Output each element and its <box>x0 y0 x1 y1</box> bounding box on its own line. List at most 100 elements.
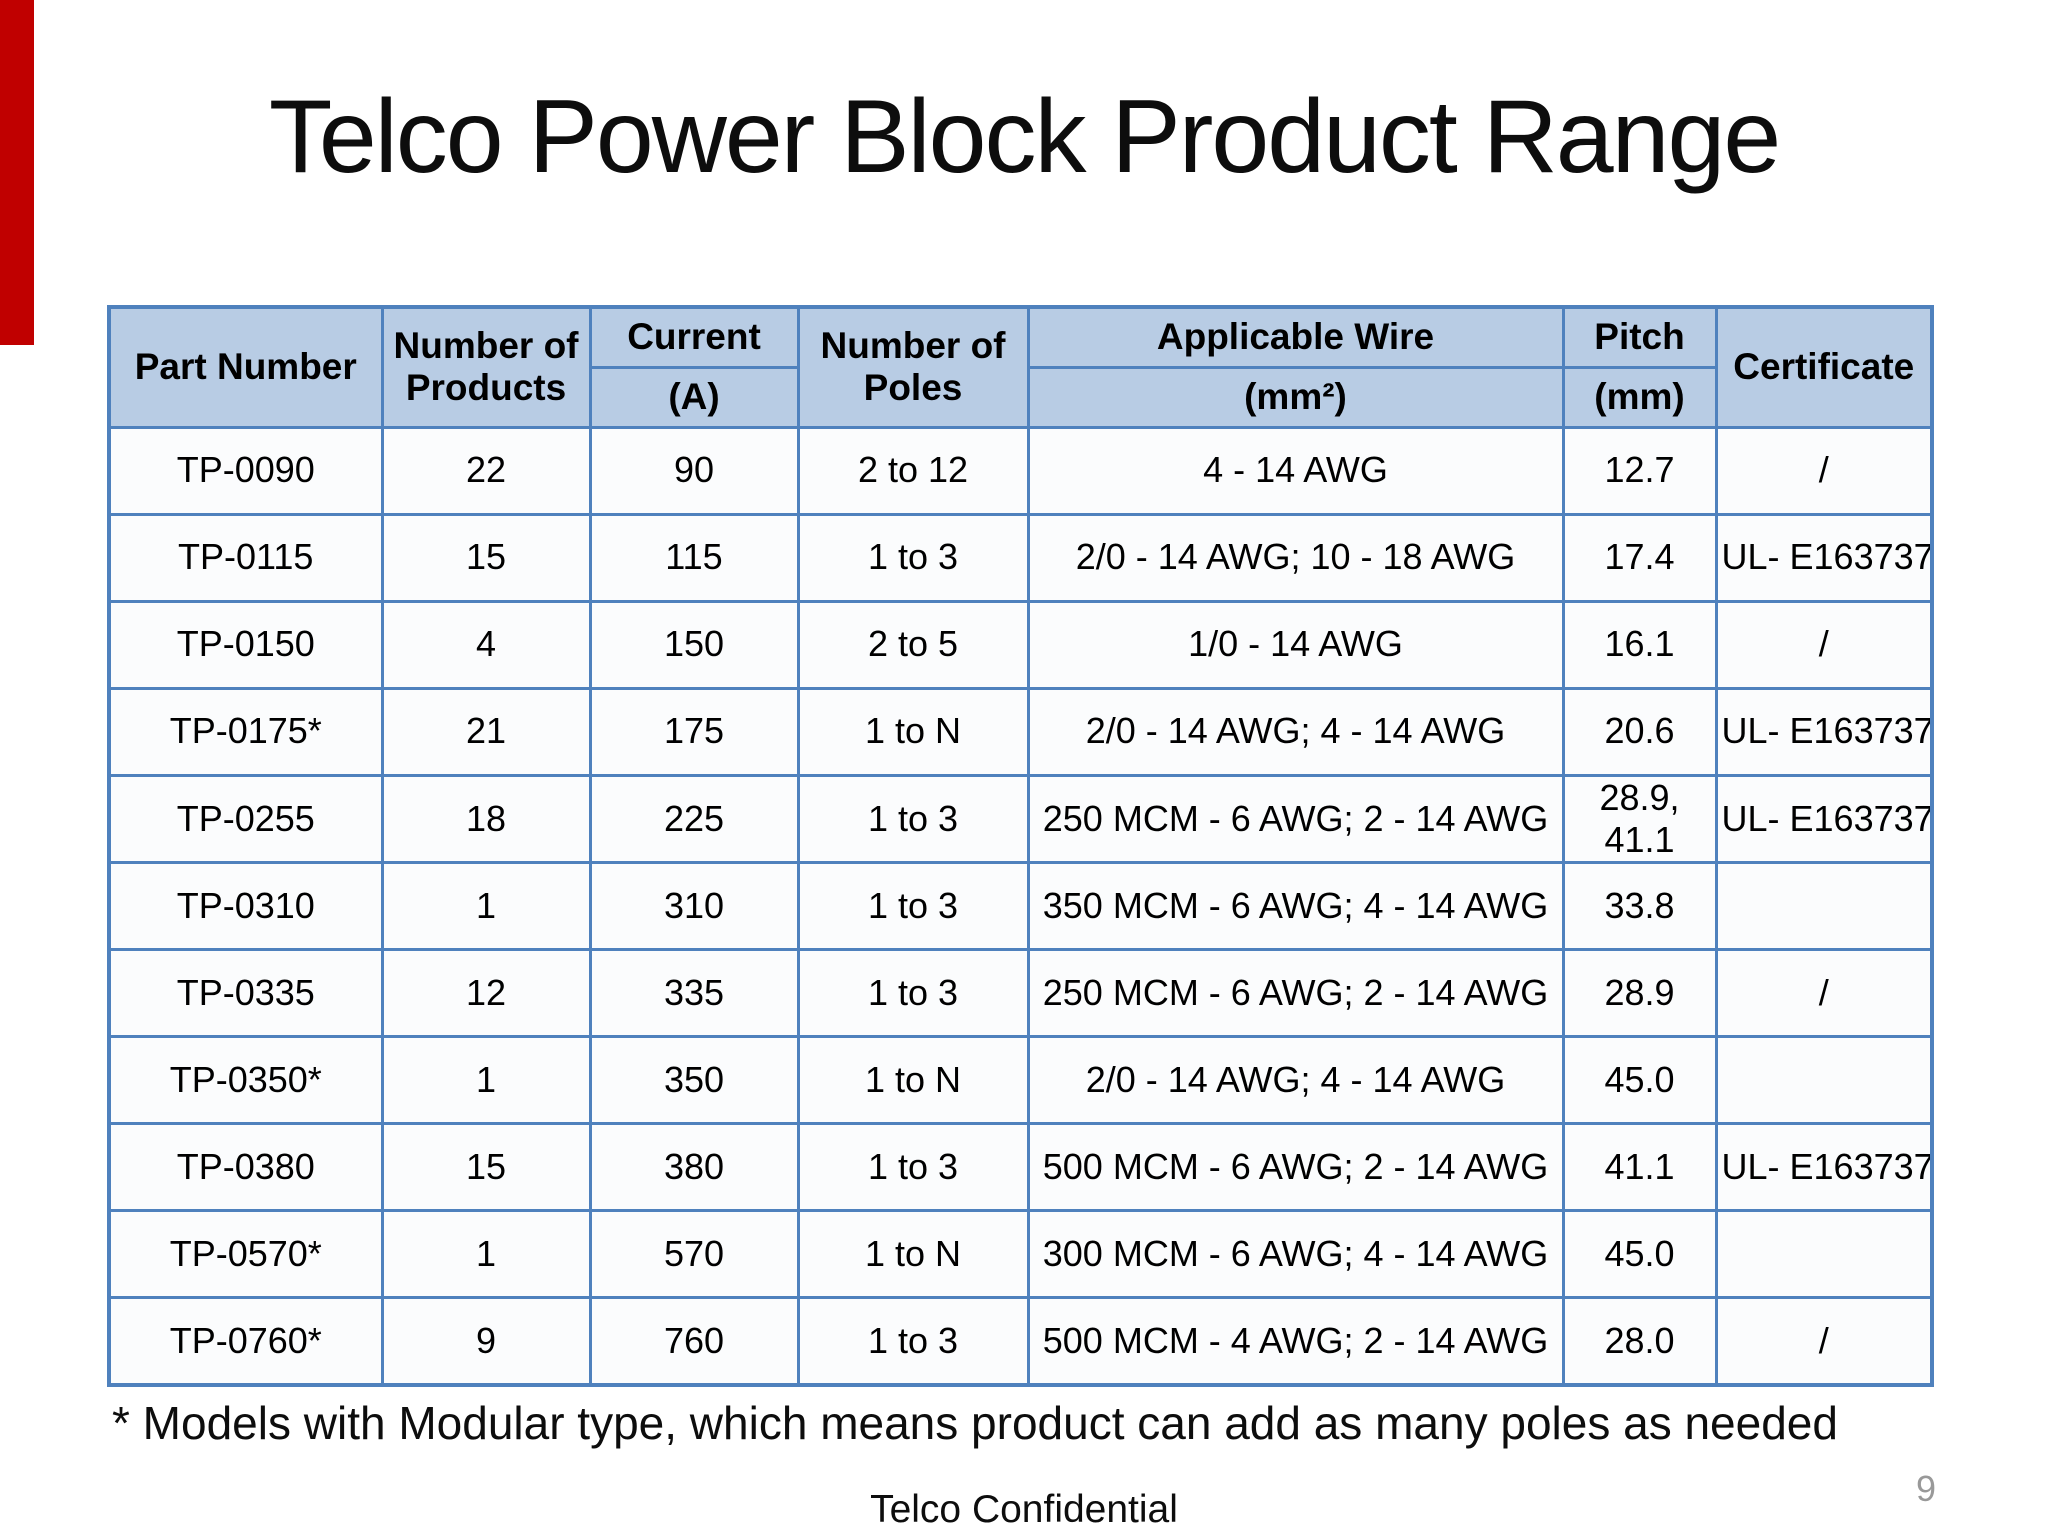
product-table: Part Number Number of Products Current N… <box>107 305 1934 1387</box>
table-row: TP-0115 15 115 1 to 3 2/0 - 14 AWG; 10 - 18 … <box>107 512 1934 603</box>
table-cell: 15 <box>380 1122 592 1213</box>
header-wire-unit: (mm²) <box>1026 365 1565 429</box>
table-cell: / <box>1714 425 1934 516</box>
table-cell <box>1714 1035 1934 1126</box>
footnote: * Models with Modular type, which means … <box>112 1397 1838 1449</box>
table-cell: TP-0115 <box>107 512 384 603</box>
table-cell: 1 to 3 <box>796 861 1030 952</box>
header-number-of-products: Number of Products <box>380 305 592 429</box>
table-cell: 1 <box>380 1209 592 1300</box>
table-cell: 28.9 <box>1561 948 1718 1039</box>
table-cell: 16.1 <box>1561 599 1718 690</box>
table-cell: 2 to 12 <box>796 425 1030 516</box>
header-part-number: Part Number <box>107 305 384 429</box>
table-cell: 350 <box>588 1035 800 1126</box>
table-cell: 90 <box>588 425 800 516</box>
table-cell: TP-0090 <box>107 425 384 516</box>
table-row: TP-0380 15 380 1 to 3 500 MCM - 6 AWG; 2 - 1… <box>107 1122 1934 1213</box>
table-cell: 2/0 - 14 AWG; 4 - 14 AWG <box>1026 1035 1565 1126</box>
table-cell: 4 - 14 AWG <box>1026 425 1565 516</box>
table-cell: TP-0335 <box>107 948 384 1039</box>
header-applicable-wire: Applicable Wire <box>1026 305 1565 369</box>
table-row: TP-0175* 21 175 1 to N 2/0 - 14 AWG; 4 - 14 … <box>107 686 1934 777</box>
red-accent-bar <box>0 0 34 345</box>
table-cell: 1 to N <box>796 686 1030 777</box>
table-cell: UL- E163737 <box>1714 1122 1934 1213</box>
table-cell: 500 MCM - 6 AWG; 2 - 14 AWG <box>1026 1122 1565 1213</box>
table-cell: 41.1 <box>1561 1122 1718 1213</box>
table-cell: 20.6 <box>1561 686 1718 777</box>
table-row: TP-0335 12 335 1 to 3 250 MCM - 6 AWG; 2 - 1… <box>107 948 1934 1039</box>
table-cell: 335 <box>588 948 800 1039</box>
table-cell: 115 <box>588 512 800 603</box>
table-cell: TP-0350* <box>107 1035 384 1126</box>
table-row: TP-0255 18 225 1 to 3 250 MCM - 6 AWG; 2 - 1… <box>107 773 1934 865</box>
table-cell: 1 to 3 <box>796 773 1030 865</box>
table-cell: 15 <box>380 512 592 603</box>
table-cell: / <box>1714 1296 1934 1387</box>
table-cell <box>1714 861 1934 952</box>
page-number: 9 <box>1915 1468 1936 1509</box>
table-cell: 28.9, 41.1 <box>1561 773 1718 865</box>
table-cell: 12 <box>380 948 592 1039</box>
table-cell: 1 <box>380 1035 592 1126</box>
table-cell: 2/0 - 14 AWG; 10 - 18 AWG <box>1026 512 1565 603</box>
table-cell: TP-0310 <box>107 861 384 952</box>
table-cell: 17.4 <box>1561 512 1718 603</box>
table-cell: TP-0150 <box>107 599 384 690</box>
table-cell: 1 to 3 <box>796 1122 1030 1213</box>
table-cell: 18 <box>380 773 592 865</box>
table-row: TP-0350* 1 350 1 to N 2/0 - 14 AWG; 4 - 14 A… <box>107 1035 1934 1126</box>
table-cell: 1 to 3 <box>796 1296 1030 1387</box>
table-cell: 150 <box>588 599 800 690</box>
header-pitch-unit: (mm) <box>1561 365 1718 429</box>
table-header: Part Number Number of Products Current N… <box>107 305 1934 429</box>
table-cell: 760 <box>588 1296 800 1387</box>
table-row: TP-0760* 9 760 1 to 3 500 MCM - 4 AWG; 2 - 1… <box>107 1296 1934 1387</box>
table-cell: / <box>1714 948 1934 1039</box>
header-pitch: Pitch <box>1561 305 1718 369</box>
table-cell: 22 <box>380 425 592 516</box>
table-cell: TP-0760* <box>107 1296 384 1387</box>
header-current-unit: (A) <box>588 365 800 429</box>
table-cell: TP-0380 <box>107 1122 384 1213</box>
table-cell: TP-0255 <box>107 773 384 865</box>
table-cell: 1 to 3 <box>796 948 1030 1039</box>
table-cell: 2/0 - 14 AWG; 4 - 14 AWG <box>1026 686 1565 777</box>
header-row-units: (A) (mm²) (mm) <box>109 365 1932 429</box>
table-cell: TP-0570* <box>107 1209 384 1300</box>
table-cell: 570 <box>588 1209 800 1300</box>
table-cell: 45.0 <box>1561 1035 1718 1126</box>
table-cell: UL- E163737 <box>1714 686 1934 777</box>
table-cell: / <box>1714 599 1934 690</box>
table-cell: 250 MCM - 6 AWG; 2 - 14 AWG <box>1026 773 1565 865</box>
header-row-main: Part Number Number of Products Current N… <box>107 305 1934 429</box>
table-cell: TP-0175* <box>107 686 384 777</box>
footer-confidential: Telco Confidential <box>870 1488 1178 1531</box>
page-title: Telco Power Block Product Range <box>268 79 1781 195</box>
table-cell: 300 MCM - 6 AWG; 4 - 14 AWG <box>1026 1209 1565 1300</box>
table-cell: 250 MCM - 6 AWG; 2 - 14 AWG <box>1026 948 1565 1039</box>
table-cell: 380 <box>588 1122 800 1213</box>
table-cell: 1/0 - 14 AWG <box>1026 599 1565 690</box>
table-row: TP-0090 22 90 2 to 12 4 - 14 AWG 12.7/ <box>107 425 1934 516</box>
table-cell: 28.0 <box>1561 1296 1718 1387</box>
header-number-of-poles: Number of Poles <box>796 305 1030 429</box>
table-body: TP-0090 22 90 2 to 12 4 - 14 AWG 12.7/TP-0115… <box>107 425 1934 1387</box>
table-cell: 45.0 <box>1561 1209 1718 1300</box>
table-row: TP-0570* 1 570 1 to N 300 MCM - 6 AWG; 4 - 1… <box>107 1209 1934 1300</box>
table-cell: 33.8 <box>1561 861 1718 952</box>
table-row: TP-0150 4 150 2 to 5 1/0 - 14 AWG 16.1/ <box>107 599 1934 690</box>
table-cell: 1 <box>380 861 592 952</box>
table-cell: UL- E163737 <box>1714 512 1934 603</box>
table-cell: 175 <box>588 686 800 777</box>
table-cell: 1 to 3 <box>796 512 1030 603</box>
table-cell: 2 to 5 <box>796 599 1030 690</box>
table-cell: 1 to N <box>796 1209 1030 1300</box>
table-cell: 1 to N <box>796 1035 1030 1126</box>
table-cell: 21 <box>380 686 592 777</box>
header-certificate: Certificate <box>1714 305 1934 429</box>
table-cell: 500 MCM - 4 AWG; 2 - 14 AWG <box>1026 1296 1565 1387</box>
header-current: Current <box>588 305 800 369</box>
